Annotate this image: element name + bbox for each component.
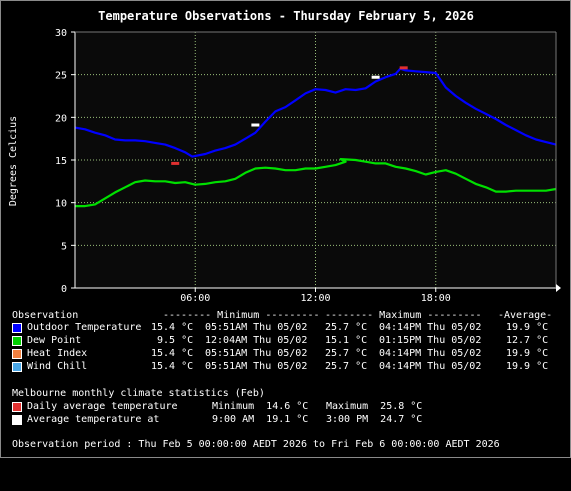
y-axis-label: Degrees Celcius [8, 116, 19, 206]
legend-header-max: -------- Maximum --------- [325, 310, 482, 321]
legend-max-time: 04:14PM Thu 05/02 [379, 322, 482, 333]
legend-header-label: Observation [12, 310, 79, 321]
daily-average-temperature-minimum-marker [171, 161, 180, 165]
x-tick-label: 06:00 [180, 293, 210, 301]
legend-average: 19.9 °C [506, 322, 549, 333]
legend-max-time: 04:14PM Thu 05/02 [379, 348, 482, 359]
legend-max-value: 25.7 °C [325, 348, 368, 359]
legend-min-time: 05:51AM Thu 05/02 [205, 348, 308, 359]
legend-row-heat-index: Heat Index 15.4 °C 05:51AM Thu 05/02 25.… [12, 347, 548, 360]
legend-min-value: 15.4 °C [151, 348, 194, 359]
legend-average: 19.9 °C [506, 361, 549, 372]
average-at-swatch [12, 415, 22, 425]
daily-average-temperature-maximum-marker [399, 66, 408, 70]
daily-average-swatch [12, 402, 22, 412]
wind-chill-swatch [12, 362, 22, 372]
outdoor-temperature-line [74, 67, 557, 158]
legend-row-outdoor-temperature: Outdoor Temperature 15.4 °C 05:51AM Thu … [12, 321, 548, 334]
climate-label: Average temperature at [27, 414, 160, 425]
x-axis-arrow [556, 284, 561, 292]
legend-min-value: 15.4 °C [151, 322, 194, 333]
x-tick-label: 18:00 [421, 293, 451, 301]
marker-layer [171, 66, 408, 165]
legend-row-dew-point: Dew Point 9.5 °C 12:04AM Thu 05/02 15.1 … [12, 334, 548, 347]
average-temperature-maximum-marker [371, 75, 380, 79]
y-tick-label: 25 [55, 71, 67, 82]
legend-label: Heat Index [27, 348, 88, 359]
temperature-chart: Temperature Observations - Thursday Febr… [8, 9, 561, 301]
y-tick-label: 10 [55, 199, 67, 210]
dew-point-line [75, 158, 557, 208]
legend-average: 19.9 °C [506, 348, 549, 359]
climate-minimum: Minimum 14.6 °C [212, 401, 309, 412]
heat-index-swatch [12, 349, 22, 359]
legend-label: Wind Chill [27, 361, 88, 372]
legend-min-value: 15.4 °C [151, 361, 194, 372]
legend-header-avg: -Average- [498, 310, 553, 321]
legend-header: Observation -------- Minimum --------- -… [12, 309, 552, 322]
legend-min-time: 05:51AM Thu 05/02 [205, 361, 308, 372]
legend-max-value: 25.7 °C [325, 361, 368, 372]
legend-min-time: 05:51AM Thu 05/02 [205, 322, 308, 333]
y-tick-label: 20 [55, 113, 67, 124]
legend-label: Dew Point [27, 335, 82, 346]
legend-label: Outdoor Temperature [27, 322, 142, 333]
climate-row-daily-average: Daily average temperature Minimum 14.6 °… [12, 400, 422, 413]
climate-label: Daily average temperature [27, 401, 178, 412]
legend-max-value: 25.7 °C [325, 322, 368, 333]
climate-3pm: 3:00 PM 24.7 °C [326, 414, 423, 425]
legend-max-time: 04:14PM Thu 05/02 [379, 361, 482, 372]
legend-max-time: 01:15PM Thu 05/02 [379, 335, 482, 346]
axes: 0 5 10 15 20 25 30 06:00 12:00 18:00 [55, 28, 561, 301]
legend-header-min: -------- Minimum --------- [163, 310, 320, 321]
climate-row-average-at: Average temperature at 9:00 AM 19.1 °C 3… [12, 413, 422, 426]
climate-maximum: Maximum 25.8 °C [326, 401, 423, 412]
series-layer [74, 67, 557, 208]
legend-row-wind-chill: Wind Chill 15.4 °C 05:51AM Thu 05/02 25.… [12, 360, 548, 373]
y-tick-label: 15 [55, 156, 67, 167]
average-temperature-minimum-marker [251, 123, 260, 127]
outdoor-temperature-swatch [12, 323, 22, 333]
climate-title: Melbourne monthly climate statistics (Fe… [12, 388, 265, 399]
observation-period: Observation period : Thu Feb 5 00:00:00 … [12, 439, 500, 450]
y-tick-label: 30 [55, 28, 67, 39]
x-tick-label: 12:00 [300, 293, 330, 301]
legend-min-time: 12:04AM Thu 05/02 [205, 335, 308, 346]
chart-title: Temperature Observations - Thursday Febr… [98, 9, 474, 23]
legend-max-value: 15.1 °C [325, 335, 368, 346]
chart-frame: Temperature Observations - Thursday Febr… [0, 0, 571, 458]
y-tick-label: 0 [61, 284, 67, 295]
legend-min-value: 9.5 °C [151, 335, 194, 346]
y-tick-label: 5 [61, 241, 67, 252]
dew-point-swatch [12, 336, 22, 346]
climate-9am: 9:00 AM 19.1 °C [212, 414, 309, 425]
legend-average: 12.7 °C [506, 335, 549, 346]
